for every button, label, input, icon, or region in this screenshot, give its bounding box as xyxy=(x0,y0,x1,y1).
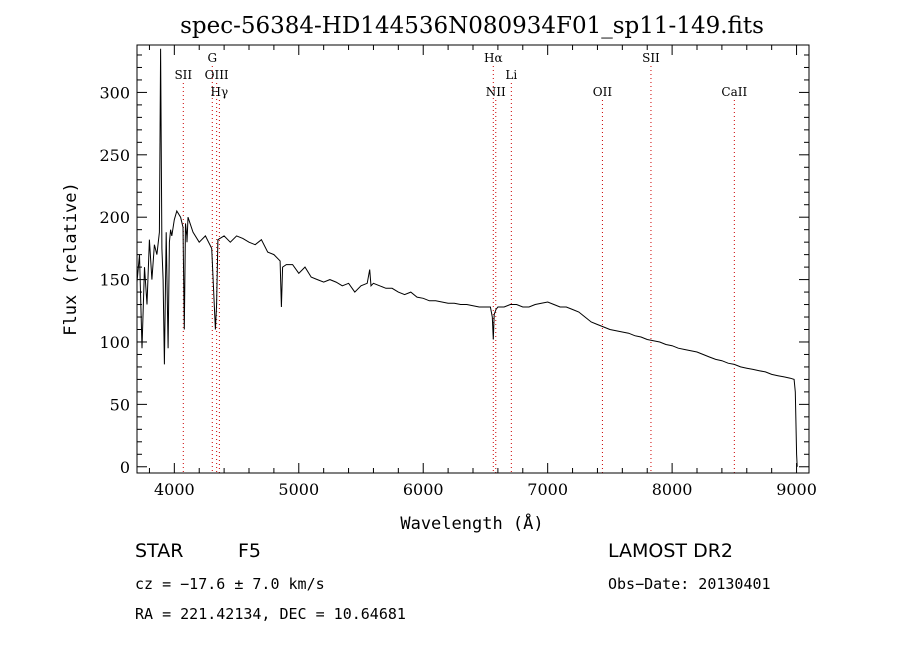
ra-dec: RA = 221.42134, DEC = 10.64681 xyxy=(135,605,406,623)
line-label: Li xyxy=(505,68,517,82)
chart-title: spec-56384-HD144536N080934F01_sp11-149.f… xyxy=(180,13,764,39)
observation-date: Obs−Date: 20130401 xyxy=(608,575,771,593)
x-tick-label: 4000 xyxy=(154,480,195,499)
redshift-cz: cz = −17.6 ± 7.0 km/s xyxy=(135,575,325,593)
y-tick-label: 150 xyxy=(99,271,130,290)
x-axis: 4000 5000 6000 7000 8000 9000 xyxy=(148,45,817,499)
line-label: G xyxy=(207,51,217,65)
line-label: SII xyxy=(642,51,660,65)
line-markers xyxy=(182,66,735,473)
line-label: Hα xyxy=(484,51,503,65)
x-tick-label: 9000 xyxy=(776,480,817,499)
line-label: CaII xyxy=(721,85,747,99)
survey-name: LAMOST DR2 xyxy=(608,540,733,562)
y-axis: 0 50 100 150 200 250 300 xyxy=(99,54,809,477)
y-tick-label: 300 xyxy=(99,83,130,102)
spectrum-series xyxy=(136,48,798,467)
line-label: NII xyxy=(486,85,506,99)
x-tick-label: 5000 xyxy=(278,480,319,499)
y-tick-label: 0 xyxy=(120,458,130,477)
object-type: STAR xyxy=(135,540,183,562)
line-label: OIII xyxy=(205,68,229,82)
y-tick-label: 100 xyxy=(99,333,130,352)
y-tick-label: 200 xyxy=(99,208,130,227)
info-block: STAR F5 cz = −17.6 ± 7.0 km/s RA = 221.4… xyxy=(135,540,771,623)
plot-frame xyxy=(136,44,810,474)
y-tick-label: 50 xyxy=(110,395,130,414)
y-tick-label: 250 xyxy=(99,146,130,165)
x-tick-label: 6000 xyxy=(403,480,444,499)
x-axis-label: Wavelength (Å) xyxy=(400,512,543,534)
line-label: SII xyxy=(174,68,192,82)
y-axis-label: Flux (relative) xyxy=(61,182,81,336)
spectral-subclass: F5 xyxy=(238,540,261,562)
x-tick-label: 8000 xyxy=(652,480,693,499)
x-tick-label: 7000 xyxy=(527,480,568,499)
line-label: Hγ xyxy=(211,85,229,99)
line-label: OII xyxy=(593,85,613,99)
